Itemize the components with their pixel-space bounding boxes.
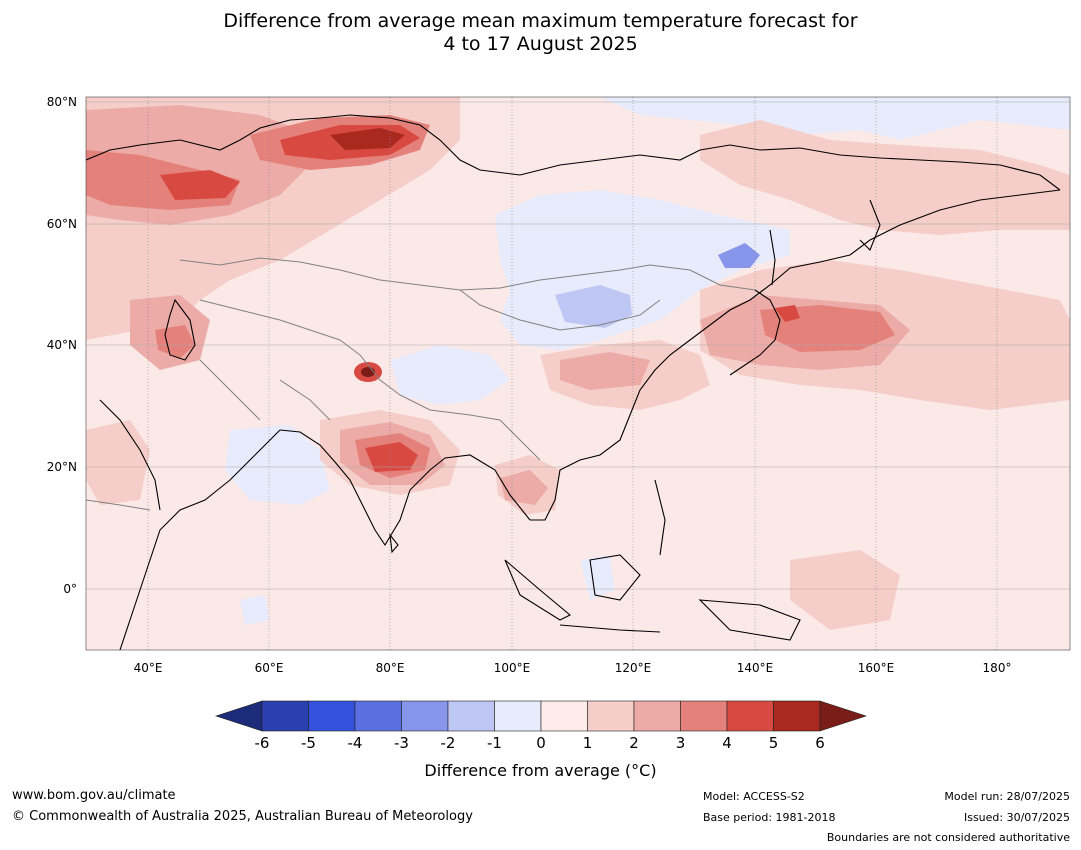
anomaly-region-blue-mongolia [555, 285, 632, 328]
coastline-pacific [530, 189, 1061, 521]
footer-issued: Issued: 30/07/2025 [963, 811, 1070, 824]
border-middle-east [199, 359, 261, 421]
lon-label-60e: 60°E [255, 661, 284, 675]
anomaly-region-red-china [560, 352, 650, 390]
colorbar-bin [587, 700, 635, 732]
lon-label-160e: 160°E [858, 661, 895, 675]
colorbar [215, 700, 867, 732]
anomaly-region-hot-japan [775, 305, 800, 322]
coastline-java [559, 624, 661, 633]
coastline-borneo [589, 554, 641, 601]
coastlines [86, 114, 1061, 650]
chart-title-line-2: 4 to 17 August 2025 [443, 33, 638, 55]
colorbar-bin [447, 700, 495, 732]
lon-label-100e: 100°E [494, 661, 531, 675]
border-china-west [339, 339, 501, 421]
colorbar-tick-label: -1 [487, 734, 502, 752]
lon-label-180: 180° [983, 661, 1012, 675]
border-central-asia [199, 299, 341, 341]
colorbar-title: Difference from average (°C) [424, 761, 657, 780]
colorbar-tick-label: 5 [769, 734, 779, 752]
coastline-sakhalin [769, 229, 776, 286]
coastline-kamchatka [859, 199, 881, 251]
anomaly-region-extreme-arctic [330, 128, 405, 150]
colorbar-extend-low [215, 700, 263, 732]
lon-label-120e: 120°E [615, 661, 652, 675]
country-borders [86, 257, 756, 511]
coastline-japan [729, 289, 781, 376]
footer-disclaimer: Boundaries are not considered authoritat… [826, 831, 1070, 844]
coastline-arctic [86, 114, 1061, 191]
colorbar-bin [726, 700, 774, 732]
lat-label-20n: 20°N [47, 460, 77, 474]
anomaly-region-hot-india [365, 442, 418, 472]
coastline-arabia [119, 429, 281, 650]
colorbar-tick-label: 3 [676, 734, 686, 752]
footer-copyright: © Commonwealth of Australia 2025, Austra… [12, 809, 473, 824]
lon-label-80e: 80°E [376, 661, 405, 675]
colorbar-bin [308, 700, 356, 732]
footer-base-period: Base period: 1981-2018 [703, 811, 836, 824]
anomaly-region-pink-southeast [790, 550, 900, 630]
colorbar-ticks: -6 -5 -4 -3 -2 -1 0 1 2 3 4 5 6 [255, 734, 825, 752]
coastline-india [279, 429, 531, 547]
coastline-new-guinea [698, 599, 801, 641]
colorbar-tick-label: -6 [255, 734, 270, 752]
coastline-philippines [654, 479, 666, 556]
colorbar-bin [494, 700, 542, 732]
colorbar-bin [633, 700, 681, 732]
lat-axis-labels: 80°N 60°N 40°N 20°N 0° [47, 95, 77, 596]
colorbar-extend-high [819, 700, 867, 732]
anomaly-map [86, 97, 1070, 650]
footer-website: www.bom.gov.au/climate [12, 788, 176, 803]
colorbar-tick-label: -3 [394, 734, 409, 752]
anomaly-region-extreme-tibet [361, 367, 375, 377]
footer-model-run: Model run: 28/07/2025 [944, 790, 1070, 803]
colorbar-tick-label: 2 [629, 734, 639, 752]
coastline-sri-lanka [389, 533, 399, 554]
lat-label-40n: 40°N [47, 338, 77, 352]
anomaly-region-blue-tibet [390, 345, 510, 405]
coastline-sumatra [504, 559, 571, 621]
anomaly-region-blue-ocean [240, 595, 270, 625]
colorbar-bin [354, 700, 402, 732]
border-russia-south [179, 257, 756, 291]
map-frame [85, 96, 1071, 651]
lon-label-140e: 140°E [737, 661, 774, 675]
lon-axis-labels: 40°E 60°E 80°E 100°E 120°E 140°E 160°E 1… [134, 661, 1012, 675]
map-gridlines [147, 97, 998, 650]
colorbar-bin [261, 700, 309, 732]
map-lat-gridlines [86, 101, 1070, 590]
lon-label-40e: 40°E [134, 661, 163, 675]
border-pakistan [279, 379, 331, 421]
anomaly-region-hot-europe [160, 170, 240, 200]
footer-model: Model: ACCESS-S2 [703, 790, 805, 803]
colorbar-tick-label: -4 [348, 734, 363, 752]
anomaly-region-blue-arctic [600, 97, 1070, 140]
border-southeast-asia [499, 419, 541, 461]
coastline-caspian [164, 298, 196, 361]
chart-title-line-1: Difference from average mean maximum tem… [223, 10, 858, 32]
lat-label-0: 0° [63, 582, 77, 596]
colorbar-bin [540, 700, 588, 732]
colorbar-tick-label: 4 [722, 734, 732, 752]
lat-label-60n: 60°N [47, 217, 77, 231]
colorbar-bin [401, 700, 449, 732]
border-africa [86, 499, 151, 511]
colorbar-tick-label: 0 [536, 734, 546, 752]
coastline-red-sea [99, 399, 161, 511]
colorbar-bin [680, 700, 728, 732]
anomaly-region-blue-arabia [225, 425, 330, 505]
anomaly-region-blue-amur [718, 243, 760, 268]
border-mongolia [459, 289, 661, 331]
colorbar-tick-label: -5 [301, 734, 316, 752]
lat-label-80n: 80°N [47, 95, 77, 109]
colorbar-bin [773, 700, 821, 732]
colorbar-tick-label: -2 [441, 734, 456, 752]
colorbar-tick-label: 1 [583, 734, 593, 752]
colorbar-tick-label: 6 [815, 734, 825, 752]
